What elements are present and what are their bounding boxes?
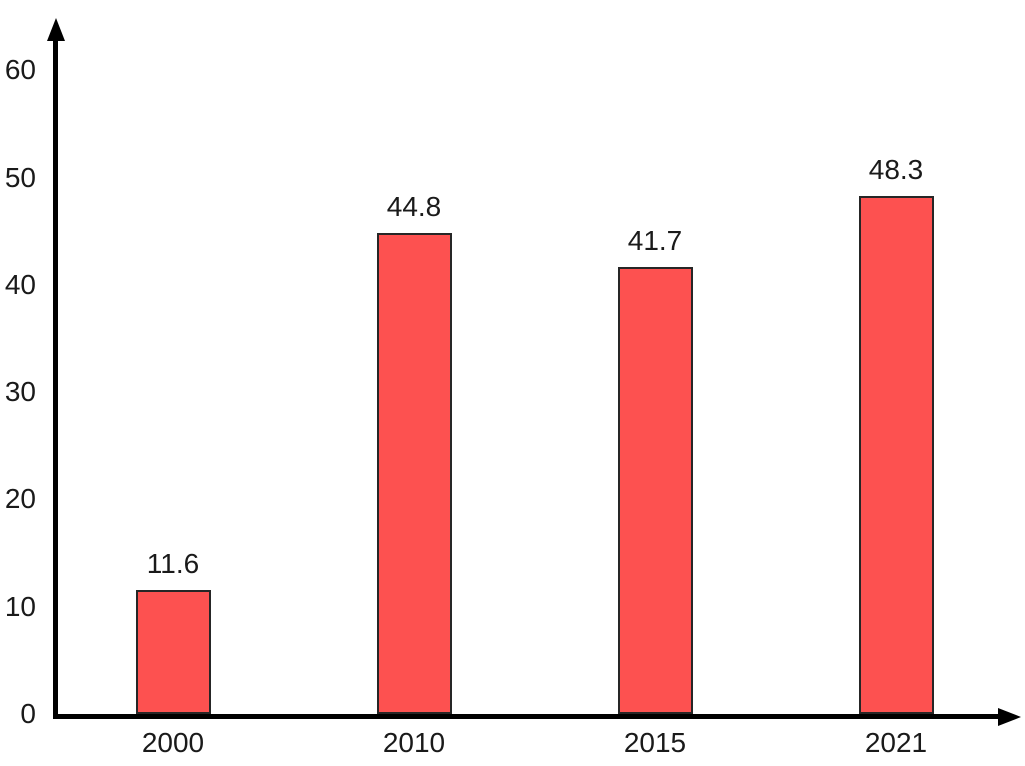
x-tick-label: 2015 — [623, 727, 687, 758]
x-tick-label: 2021 — [864, 727, 928, 758]
y-tick-label: 0 — [20, 698, 36, 729]
y-axis-arrow-icon — [46, 18, 65, 41]
bar-value-label: 41.7 — [627, 224, 683, 256]
bar-2010 — [376, 233, 452, 714]
y-tick-label: 30 — [4, 376, 36, 408]
bar-value-label: 44.8 — [386, 191, 442, 223]
y-tick-label: 10 — [4, 590, 36, 622]
bar-2000 — [135, 589, 211, 714]
bar-2015 — [617, 266, 693, 714]
x-tick-label: 2000 — [141, 727, 205, 758]
y-tick-label: 20 — [4, 483, 36, 515]
y-tick-label: 60 — [4, 54, 36, 86]
y-tick-label: 50 — [4, 161, 36, 193]
x-tick-label: 2010 — [382, 727, 446, 758]
bar-value-label: 48.3 — [868, 153, 924, 185]
y-axis-line — [53, 38, 58, 719]
x-axis-arrow-icon — [998, 707, 1021, 726]
bar-value-label: 11.6 — [146, 547, 200, 579]
x-axis-line — [53, 714, 1000, 719]
y-tick-label: 40 — [4, 268, 36, 300]
bar-2021 — [858, 195, 934, 714]
